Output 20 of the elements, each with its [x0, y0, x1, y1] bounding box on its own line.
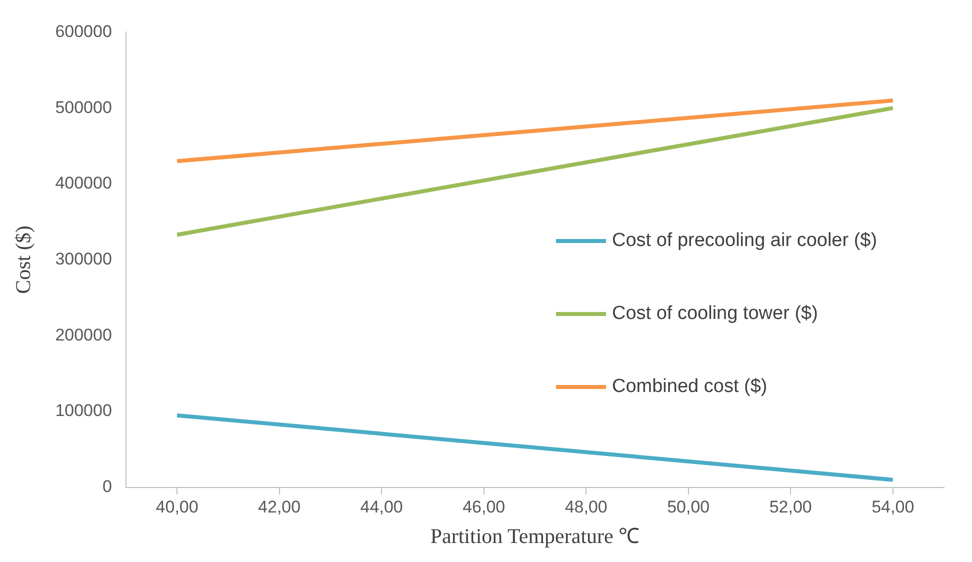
y-tick-label: 100000 [55, 401, 112, 420]
y-tick-label: 0 [102, 477, 112, 496]
y-tick-label: 400000 [55, 174, 112, 193]
x-axis-title: Partition Temperature ℃ [430, 524, 640, 548]
x-tick-label: 52,00 [769, 497, 812, 516]
x-tick-label: 42,00 [258, 497, 301, 516]
x-tick-label: 48,00 [564, 497, 608, 516]
y-axis-title: Cost ($) [11, 226, 36, 294]
x-tick-label: 46,00 [462, 497, 506, 516]
legend-label: Cost of cooling tower ($) [612, 303, 818, 325]
y-tick-label: 300000 [55, 249, 112, 268]
y-tick-label: 600000 [55, 22, 112, 41]
legend-label: Combined cost ($) [612, 376, 768, 398]
legend-label: Cost of precooling air cooler ($) [612, 230, 878, 252]
y-tick-label: 500000 [55, 98, 112, 117]
x-tick-label: 50,00 [667, 497, 710, 516]
x-tick-label: 44,00 [360, 497, 403, 516]
y-tick-label: 200000 [55, 325, 112, 344]
x-tick-label: 54,00 [872, 497, 914, 516]
x-tick-label: 40,00 [156, 497, 198, 516]
